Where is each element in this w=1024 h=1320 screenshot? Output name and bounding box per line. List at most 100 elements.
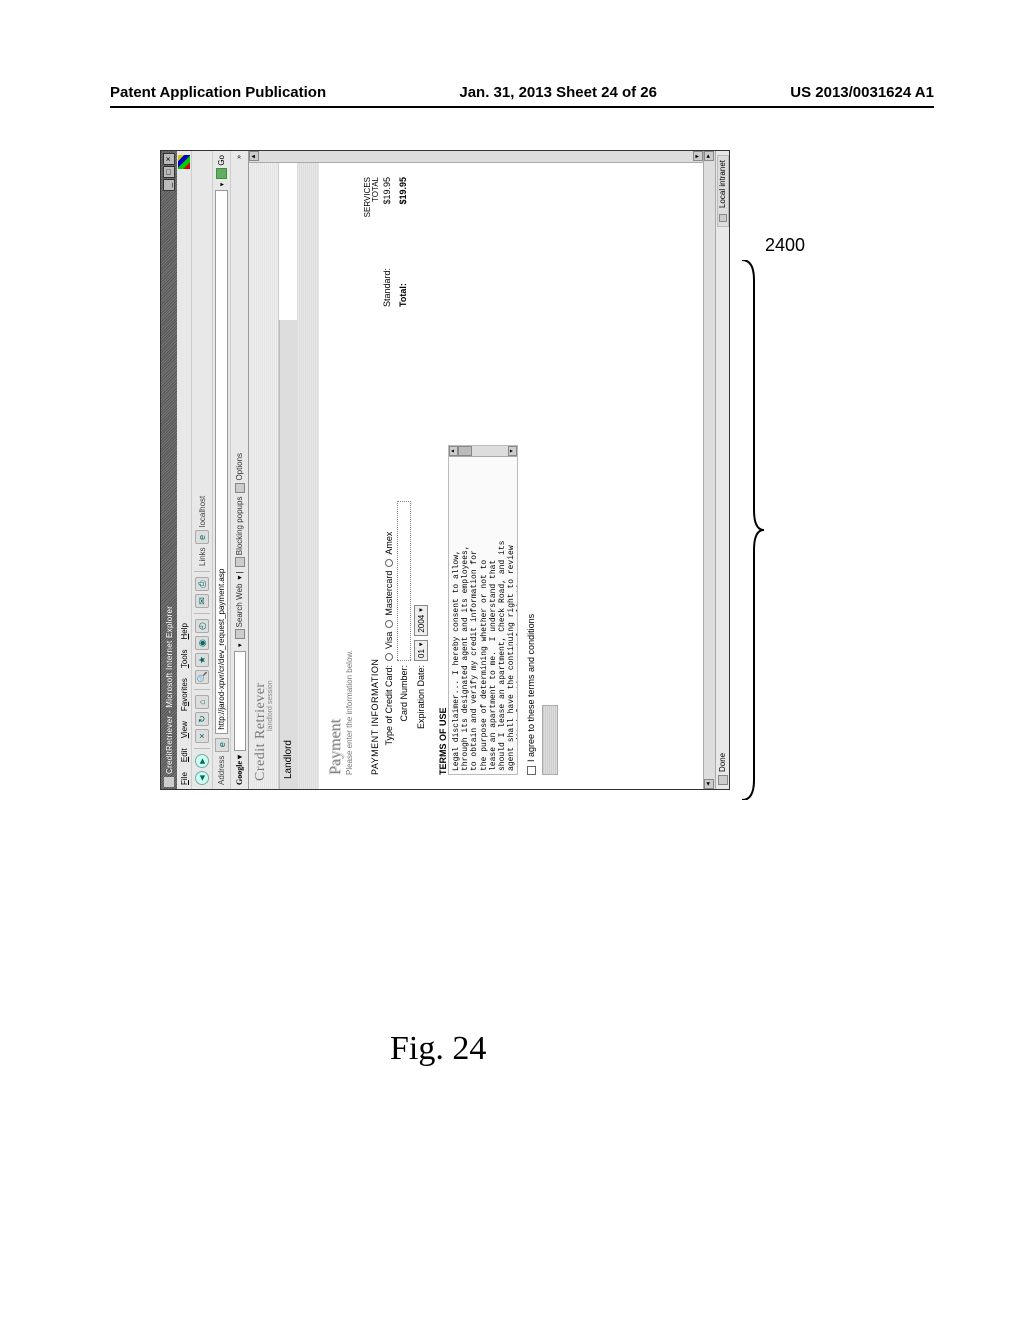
tab-landlord[interactable]: Landlord <box>279 320 297 789</box>
menu-help[interactable]: Help <box>180 623 189 639</box>
media-icon[interactable]: ◉ <box>195 636 209 650</box>
menu-file[interactable]: File <box>180 772 189 785</box>
expiration-row: Expiration Date: 01 2004 <box>414 327 428 775</box>
address-dropdown-icon[interactable]: ▾ <box>218 183 226 187</box>
refresh-button[interactable]: ↻ <box>195 712 209 726</box>
forward-button[interactable]: ► <box>195 754 209 768</box>
maximize-button[interactable]: □ <box>163 166 175 178</box>
titlebar: CreditRetriever - Microsoft Internet Exp… <box>161 151 177 789</box>
menu-favorites[interactable]: Favorites <box>180 678 189 711</box>
print-icon[interactable]: ⎙ <box>195 577 209 591</box>
agree-row: I agree to these terms and conditions <box>526 327 536 775</box>
continue-button[interactable] <box>542 705 558 775</box>
terms-text: Legal disclaimer... I hereby consent to … <box>449 457 517 774</box>
figure-ref-number: 2400 <box>765 235 805 256</box>
status-done: Done <box>718 753 727 772</box>
google-options-button[interactable]: Options <box>235 453 245 493</box>
patent-header-left: Patent Application Publication <box>110 84 326 101</box>
grey-band <box>297 163 319 789</box>
payment-section-heading: PAYMENT INFORMATION <box>370 327 380 775</box>
address-input[interactable]: http://jarod-xpvr/cr/dev_request_payment… <box>215 190 228 733</box>
figure-label: Fig. 24 <box>390 1030 486 1068</box>
terms-heading: TERMS OF USE <box>438 327 448 775</box>
cc-type-label: Type of Credit Card: <box>384 665 394 775</box>
google-search-input[interactable] <box>234 651 246 751</box>
link-icon[interactable]: e <box>195 530 209 544</box>
terms-scroll-up-icon[interactable]: ▴ <box>449 446 458 456</box>
services-heading-2: TOTAL <box>372 177 380 307</box>
toolbar-links-label: Links <box>198 547 207 566</box>
google-popup-button[interactable]: Blocking popups <box>235 497 245 568</box>
radio-visa-label: Visa <box>384 632 394 649</box>
payment-subtitle: Please enter the information below. <box>345 177 354 775</box>
line-item-label: Standard: <box>382 268 392 307</box>
close-button[interactable]: × <box>163 153 175 165</box>
total-price: $19.95 <box>398 177 408 205</box>
menu-tools[interactable]: Tools <box>180 649 189 668</box>
patent-header-mid: Jan. 31, 2013 Sheet 24 of 26 <box>459 84 657 101</box>
patent-header: Patent Application Publication Jan. 31, … <box>110 84 934 101</box>
history-icon[interactable]: ◴ <box>195 619 209 633</box>
page-horizontal-scrollbar[interactable]: ◂ ▸ <box>703 151 715 789</box>
toolbar: ◄ ► × ↻ ⌂ 🔍 ★ ◉ ◴ ✉ ⎙ Links e localhost <box>191 151 213 789</box>
popup-icon <box>235 557 245 567</box>
exp-month-select[interactable]: 01 <box>414 640 428 661</box>
mail-icon[interactable]: ✉ <box>195 594 209 608</box>
ie-logo-icon <box>178 155 190 169</box>
toolbar-localhost[interactable]: localhost <box>198 496 207 528</box>
scroll-left-icon[interactable]: ◂ <box>704 779 714 789</box>
terms-scroll-down-icon[interactable]: ▾ <box>508 446 517 456</box>
stop-button[interactable]: × <box>195 729 209 743</box>
zone-icon <box>719 214 727 222</box>
form-area: Payment Please enter the information bel… <box>319 163 566 789</box>
card-number-label: Card Number: <box>399 665 409 775</box>
back-button[interactable]: ◄ <box>195 771 209 785</box>
home-button[interactable]: ⌂ <box>195 695 209 709</box>
go-label: Go <box>217 155 226 166</box>
figure-rotated-wrap: CreditRetriever - Microsoft Internet Exp… <box>160 150 730 790</box>
status-icon <box>718 775 728 785</box>
google-logo[interactable]: Google ▾ <box>235 755 244 785</box>
radio-mastercard[interactable] <box>385 620 393 628</box>
page-vertical-scrollbar[interactable]: ▴ ▾ <box>249 151 703 163</box>
scroll-up-icon[interactable]: ▴ <box>249 152 259 162</box>
favorites-icon[interactable]: ★ <box>195 653 209 667</box>
minimize-button[interactable]: _ <box>163 179 175 191</box>
google-blocking-label: Blocking popups <box>235 497 244 556</box>
app-session: landlord session <box>267 171 274 731</box>
ie-window: CreditRetriever - Microsoft Internet Exp… <box>160 150 730 790</box>
google-chevron-icon[interactable]: » <box>236 155 243 159</box>
address-label: Address <box>217 756 226 785</box>
menu-bar: File Edit View Favorites Tools Help <box>177 151 191 789</box>
search-web-icon <box>235 629 245 639</box>
agree-label: I agree to these terms and conditions <box>526 614 536 762</box>
google-search-label: Search Web <box>235 584 244 628</box>
scroll-right-icon[interactable]: ▸ <box>704 151 714 161</box>
card-number-input[interactable] <box>397 501 411 661</box>
radio-amex-label: Amex <box>384 532 394 555</box>
google-search-button[interactable]: Search Web <box>235 584 245 640</box>
agree-checkbox[interactable] <box>527 766 536 775</box>
scroll-down-icon[interactable]: ▾ <box>693 152 703 162</box>
security-zone: Local intranet <box>717 155 729 227</box>
address-icon: e <box>215 738 229 752</box>
exp-year-select[interactable]: 2004 <box>414 605 428 635</box>
zone-label: Local intranet <box>718 160 727 208</box>
google-dropdown-icon[interactable]: ▾ <box>236 643 244 647</box>
terms-scroll-thumb[interactable] <box>458 446 472 456</box>
menu-view[interactable]: View <box>180 721 189 738</box>
expiration-label: Expiration Date: <box>416 665 426 775</box>
page-body: Credit Retriever landlord session Landlo… <box>249 151 703 789</box>
terms-scrollbar[interactable]: ▴ ▾ <box>449 446 517 457</box>
go-button[interactable]: Go <box>216 155 227 179</box>
window-title: CreditRetriever - Microsoft Internet Exp… <box>165 191 174 774</box>
radio-visa[interactable] <box>385 653 393 661</box>
radio-amex[interactable] <box>385 559 393 567</box>
search-icon[interactable]: 🔍 <box>195 670 209 684</box>
terms-box: Legal disclaimer... I hereby consent to … <box>448 445 518 775</box>
patent-header-right: US 2013/0031624 A1 <box>790 84 934 101</box>
google-toolbar: Google ▾ ▾ Search Web ▾ | Blocking popup… <box>231 151 249 789</box>
menu-edit[interactable]: Edit <box>180 748 189 762</box>
patent-header-rule <box>110 106 934 108</box>
content-area: Credit Retriever landlord session Landlo… <box>249 163 703 789</box>
